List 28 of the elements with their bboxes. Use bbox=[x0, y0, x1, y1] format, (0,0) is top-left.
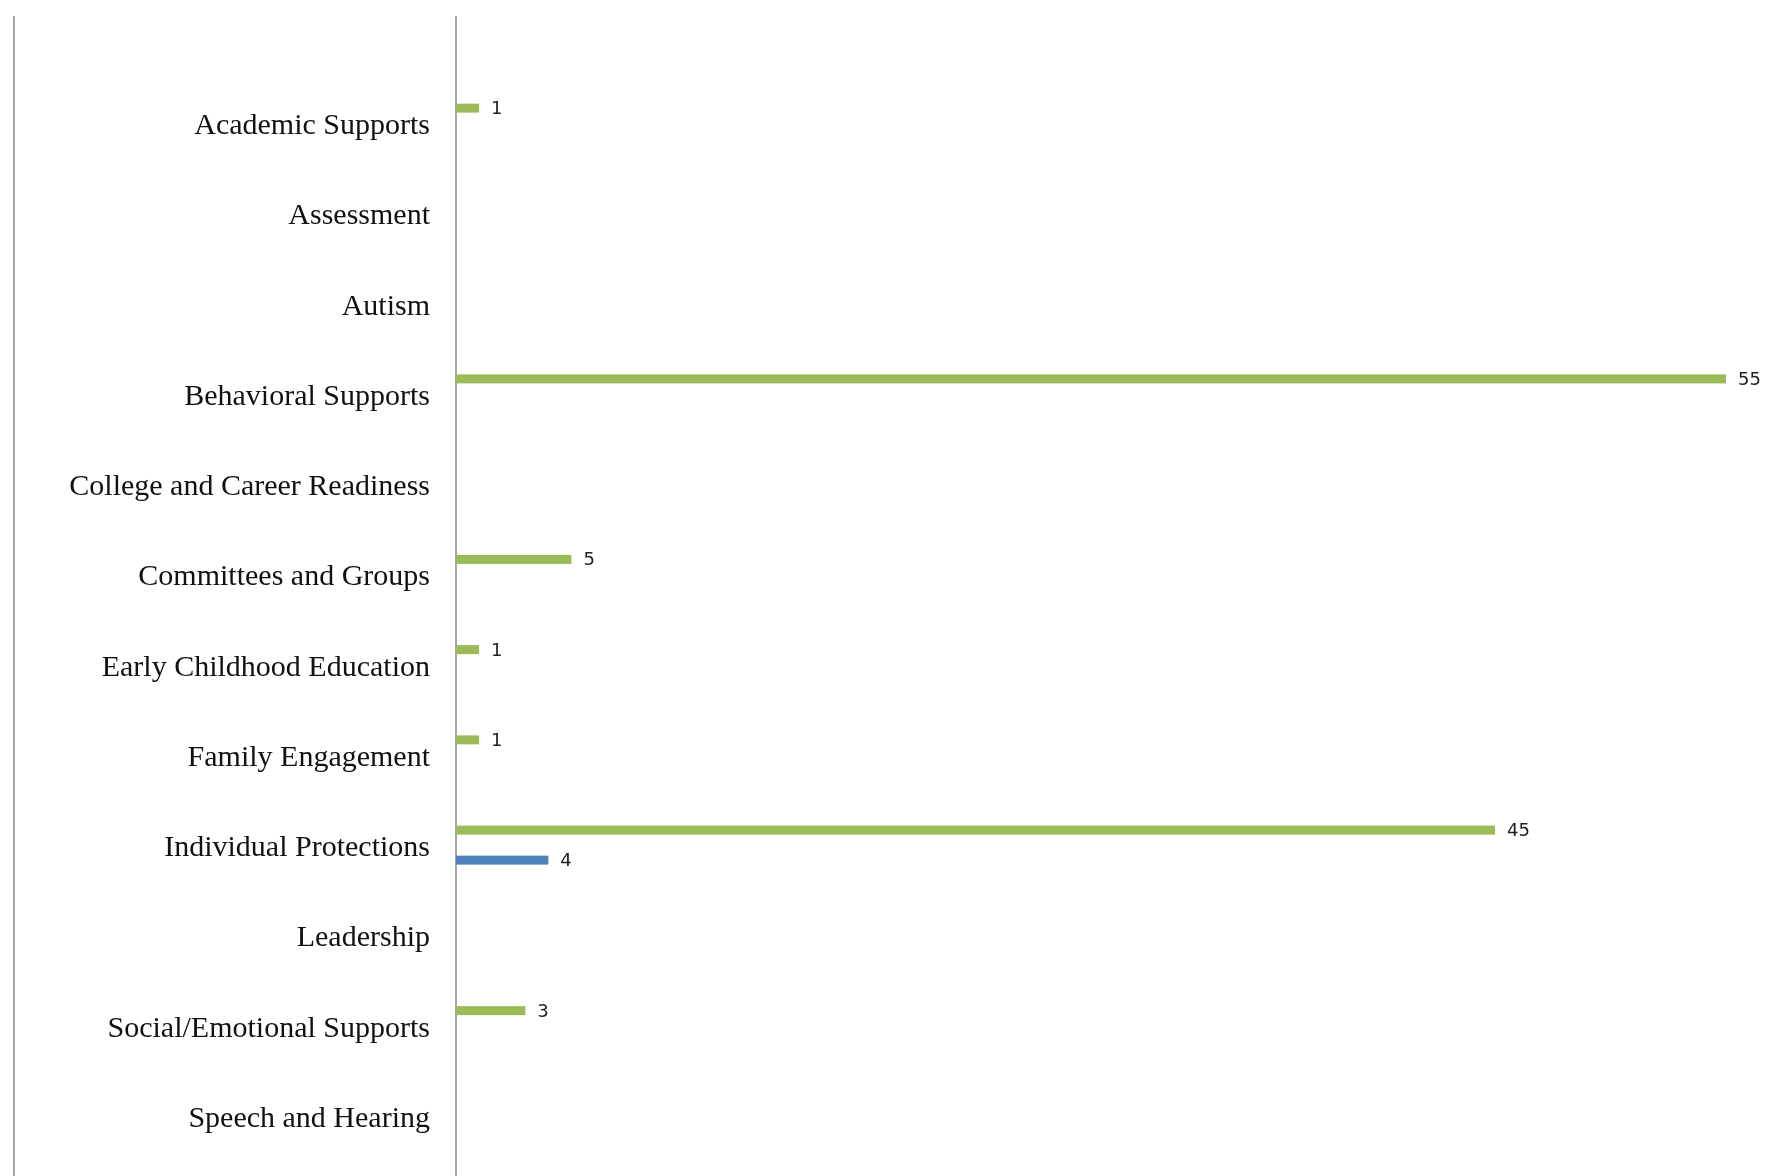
bar bbox=[456, 645, 480, 655]
y-tick-label: Behavioral Supports bbox=[184, 377, 430, 411]
bar bbox=[456, 374, 1726, 384]
bar bbox=[456, 1006, 526, 1016]
data-label: 1 bbox=[491, 97, 503, 119]
y-tick-label: Family Engagement bbox=[187, 738, 431, 772]
y-tick-label: Social/Emotional Supports bbox=[107, 1009, 430, 1043]
y-tick-label: Academic Supports bbox=[194, 107, 430, 141]
y-tick-label: Early Childhood Education bbox=[101, 648, 430, 682]
bar bbox=[456, 825, 1496, 835]
bar bbox=[456, 855, 549, 865]
bar bbox=[456, 103, 480, 113]
y-tick-label: Speech and Hearing bbox=[188, 1099, 430, 1133]
data-label: 1 bbox=[491, 728, 503, 750]
data-label: 1 bbox=[491, 638, 503, 660]
data-label: 45 bbox=[1507, 819, 1530, 841]
data-label: 5 bbox=[583, 548, 595, 570]
y-tick-label: Individual Protections bbox=[164, 829, 430, 863]
data-label: 3 bbox=[537, 999, 549, 1021]
y-tick-label: Leadership bbox=[296, 919, 430, 953]
y-tick-label: Autism bbox=[341, 287, 430, 321]
y-tick-label: Assessment bbox=[288, 197, 431, 231]
data-label: 55 bbox=[1738, 367, 1761, 389]
bar bbox=[456, 554, 572, 564]
y-tick-label: Committees and Groups bbox=[138, 558, 430, 592]
data-label: 4 bbox=[560, 849, 572, 871]
y-tick-label: College and Career Readiness bbox=[69, 468, 430, 502]
bar bbox=[456, 735, 480, 745]
